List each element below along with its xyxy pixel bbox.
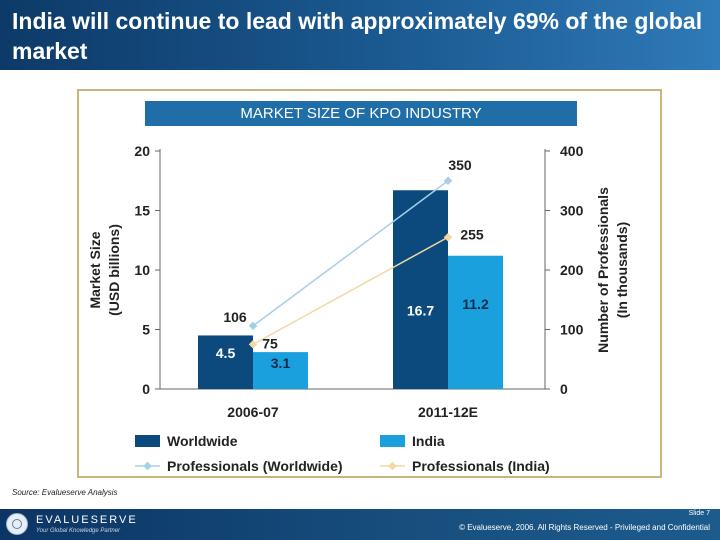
right-tick-label: 200 [560, 262, 584, 278]
left-tick-label: 5 [142, 322, 150, 338]
right-tick-label: 300 [560, 203, 584, 219]
logo-tagline: Your Global Knowledge Partner [36, 528, 121, 534]
line-value-label: 75 [262, 335, 278, 351]
bar-worldwide-2006-07 [198, 335, 253, 389]
legend-label: Professionals (India) [412, 458, 550, 474]
category-label: 2011-12E [418, 404, 478, 420]
bar-india-2006-07 [253, 352, 308, 389]
right-axis-title: Number of Professionals (In thousands) [595, 187, 630, 353]
legend-swatch [380, 435, 405, 447]
chart-frame [77, 89, 662, 478]
bar-value-label: 11.2 [462, 296, 489, 312]
legend-label: Professionals (Worldwide) [167, 458, 343, 474]
line-point-marker [248, 321, 258, 331]
source-note: Source: Evalueserve Analysis [12, 488, 118, 497]
left-tick-label: 20 [134, 143, 150, 159]
line-point-marker [248, 340, 258, 349]
bar-india-2011-12E [448, 255, 503, 389]
legend-swatch [135, 435, 160, 447]
slide-number: Slide 7 [688, 510, 710, 517]
line-value-label: 255 [460, 226, 484, 242]
bar-worldwide-2011-12E [393, 190, 448, 389]
slide-title: India will continue to lead with approxi… [12, 8, 703, 64]
logo-name: EVALUESERVE [36, 514, 138, 526]
right-tick-label: 100 [560, 322, 584, 338]
line-point-marker [443, 233, 453, 242]
slide-footer [0, 509, 720, 540]
line-value-label: 106 [223, 309, 247, 325]
line-professionals-india- [252, 236, 449, 346]
right-tick-label: 0 [560, 381, 568, 397]
copyright-notice: © Evalueserve, 2006. All Rights Reserved… [459, 523, 710, 532]
line-professionals-worldwide- [252, 180, 449, 327]
line-value-label: 350 [448, 157, 472, 173]
line-point-marker [443, 176, 453, 185]
slide-header: India will continue to lead with approxi… [0, 0, 720, 70]
left-tick-label: 0 [142, 381, 150, 397]
legend-label: India [412, 433, 445, 449]
bar-value-label: 3.1 [271, 355, 291, 371]
legend-label: Worldwide [167, 433, 238, 449]
left-axis-title: Market Size (USD billions) [87, 224, 122, 316]
legend-marker [388, 461, 397, 471]
left-tick-label: 10 [134, 262, 150, 278]
bar-value-label: 16.7 [407, 302, 434, 318]
category-label: 2006-07 [227, 404, 279, 420]
evalueserve-logo-icon [6, 513, 28, 535]
legend-marker [143, 461, 152, 471]
left-tick-label: 15 [134, 203, 150, 219]
chart-title: MARKET SIZE OF KPO INDUSTRY [145, 101, 577, 126]
bar-value-label: 4.5 [216, 345, 236, 361]
right-tick-label: 400 [560, 143, 584, 159]
